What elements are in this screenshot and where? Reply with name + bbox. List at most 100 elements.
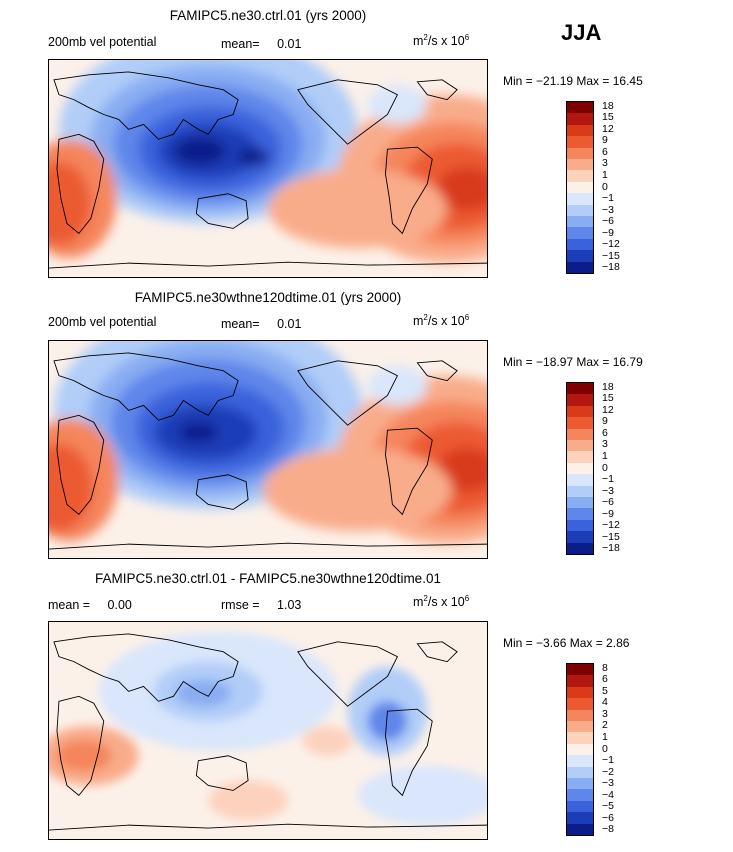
colorbar-swatch xyxy=(567,497,593,509)
panel3-colorbar xyxy=(566,663,594,836)
colorbar-label: −1 xyxy=(602,192,614,205)
colorbar-swatch xyxy=(567,823,593,836)
colorbar-swatch xyxy=(567,462,593,475)
panel1-colorbar xyxy=(566,101,594,274)
colorbar-swatch xyxy=(567,170,593,182)
colorbar-label: −9 xyxy=(602,226,614,239)
colorbar-label: −3 xyxy=(602,484,614,497)
colorbar-label: −2 xyxy=(602,765,614,778)
colorbar-label: −3 xyxy=(602,203,614,216)
colorbar-label: 6 xyxy=(602,145,608,158)
colorbar-swatch xyxy=(567,428,593,441)
colorbar-swatch xyxy=(567,721,593,733)
panel3-rmse-label: rmse = xyxy=(221,598,260,612)
colorbar-swatch xyxy=(567,227,593,239)
panel1-variable: 200mb vel potential xyxy=(48,35,157,49)
colorbar-label: −3 xyxy=(602,777,614,790)
colorbar-label: −5 xyxy=(602,800,614,813)
colorbar-label: −18 xyxy=(602,542,620,555)
colorbar-label: −15 xyxy=(602,249,620,262)
colorbar-swatch xyxy=(567,664,593,676)
colorbar-swatch xyxy=(567,250,593,262)
panel2-colorbar xyxy=(566,382,594,555)
colorbar-label: 12 xyxy=(602,122,614,135)
colorbar-swatch xyxy=(567,508,593,520)
colorbar-label: −6 xyxy=(602,811,614,824)
colorbar-label: −18 xyxy=(602,261,620,274)
colorbar-label: 2 xyxy=(602,719,608,732)
colorbar-label: −9 xyxy=(602,507,614,520)
colorbar-label: 8 xyxy=(602,661,608,674)
colorbar-label: −1 xyxy=(602,754,614,767)
colorbar-swatch xyxy=(567,542,593,555)
panel1-mean-label: mean= xyxy=(221,37,260,51)
panel3-mean: mean = 0.00 xyxy=(48,598,132,612)
panel2-title: FAMIPC5.ne30wthne120dtime.01 (yrs 2000) xyxy=(134,290,402,305)
panel3-minmax: Min = −3.66 Max = 2.86 xyxy=(503,636,630,650)
colorbar-label: 0 xyxy=(602,180,608,193)
colorbar-swatch xyxy=(567,261,593,274)
colorbar-swatch xyxy=(567,147,593,160)
colorbar-swatch xyxy=(567,113,593,125)
panel2-variable: 200mb vel potential xyxy=(48,315,157,329)
colorbar-label: −12 xyxy=(602,519,620,532)
panel3-rmse: rmse = 1.03 xyxy=(221,598,301,612)
colorbar-label: 18 xyxy=(602,99,614,112)
colorbar-swatch xyxy=(567,675,593,687)
panel3-units: m2/s x 106 xyxy=(413,594,470,610)
colorbar-label: −1 xyxy=(602,473,614,486)
colorbar-label: 0 xyxy=(602,742,608,755)
colorbar-label: 15 xyxy=(602,392,614,405)
colorbar-label: 1 xyxy=(602,449,608,462)
colorbar-label: 3 xyxy=(602,157,608,170)
colorbar-label: −6 xyxy=(602,496,614,509)
panel1-title: FAMIPC5.ne30.ctrl.01 (yrs 2000) xyxy=(169,8,367,23)
colorbar-swatch xyxy=(567,698,593,710)
colorbar-swatch xyxy=(567,204,593,217)
colorbar-label: −4 xyxy=(602,788,614,801)
colorbar-swatch xyxy=(567,778,593,790)
colorbar-swatch xyxy=(567,440,593,452)
colorbar-swatch xyxy=(567,755,593,767)
colorbar-label: 6 xyxy=(602,673,608,686)
colorbar-swatch xyxy=(567,531,593,543)
colorbar-label: 18 xyxy=(602,380,614,393)
colorbar-label: 12 xyxy=(602,403,614,416)
colorbar-swatch xyxy=(567,812,593,824)
colorbar-swatch xyxy=(567,709,593,722)
colorbar-label: 1 xyxy=(602,730,608,743)
colorbar-swatch xyxy=(567,451,593,463)
colorbar-swatch xyxy=(567,743,593,756)
colorbar-swatch xyxy=(567,766,593,779)
colorbar-swatch xyxy=(567,519,593,532)
colorbar-swatch xyxy=(567,216,593,228)
colorbar-swatch xyxy=(567,405,593,418)
colorbar-label: −8 xyxy=(602,823,614,836)
panel3-mean-label: mean = xyxy=(48,598,91,612)
colorbar-label: 9 xyxy=(602,415,608,428)
colorbar-swatch xyxy=(567,800,593,813)
colorbar-label: 3 xyxy=(602,438,608,451)
panel3-title: FAMIPC5.ne30.ctrl.01 - FAMIPC5.ne30wthne… xyxy=(95,571,441,586)
colorbar-swatch xyxy=(567,732,593,744)
colorbar-label: −12 xyxy=(602,238,620,251)
colorbar-swatch xyxy=(567,383,593,395)
panel1-mean: mean= 0.01 xyxy=(221,37,301,51)
colorbar-swatch xyxy=(567,394,593,406)
panel3-map xyxy=(48,621,488,840)
colorbar-swatch xyxy=(567,181,593,194)
colorbar-swatch xyxy=(567,417,593,429)
colorbar-swatch xyxy=(567,136,593,148)
colorbar-label: 6 xyxy=(602,426,608,439)
colorbar-label: −15 xyxy=(602,530,620,543)
panel2-mean: mean= 0.01 xyxy=(221,317,301,331)
panel3-rmse-value: 1.03 xyxy=(277,598,302,612)
colorbar-label: 0 xyxy=(602,461,608,474)
colorbar-swatch xyxy=(567,124,593,137)
colorbar-swatch xyxy=(567,238,593,251)
colorbar-label: −6 xyxy=(602,215,614,228)
panel2-map xyxy=(48,340,488,559)
colorbar-swatch xyxy=(567,686,593,699)
colorbar-label: 5 xyxy=(602,684,608,697)
colorbar-swatch xyxy=(567,474,593,486)
